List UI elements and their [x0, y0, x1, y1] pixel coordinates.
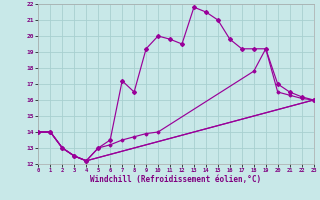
X-axis label: Windchill (Refroidissement éolien,°C): Windchill (Refroidissement éolien,°C): [91, 175, 261, 184]
